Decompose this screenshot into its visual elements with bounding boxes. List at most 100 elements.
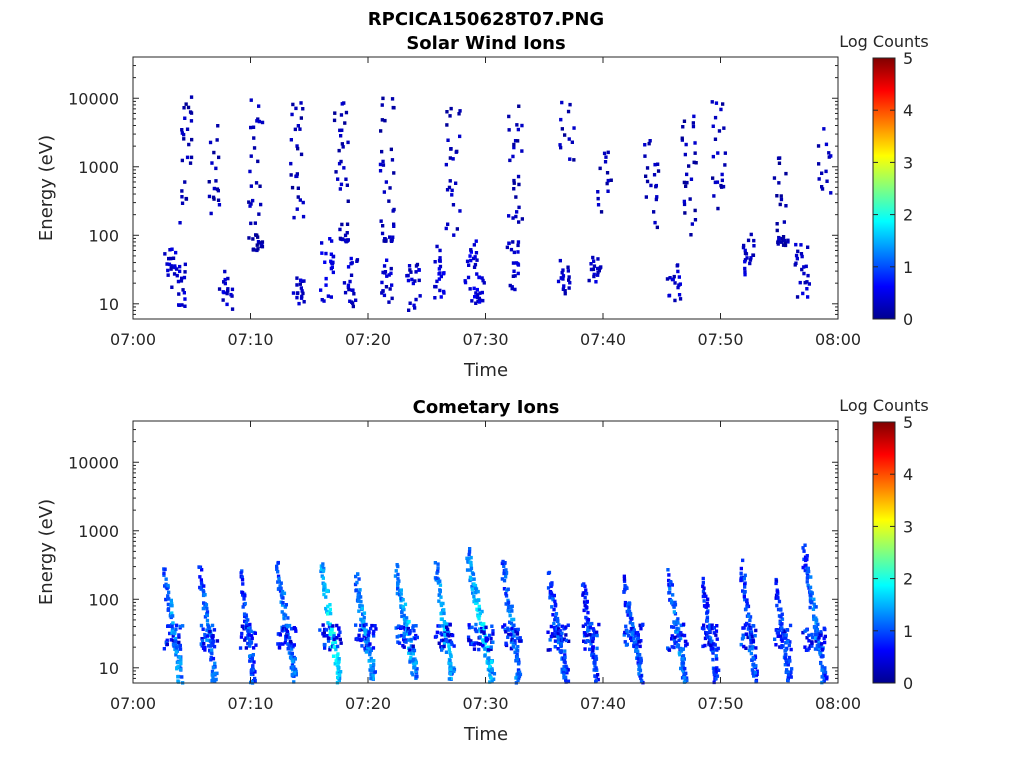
data-cell (276, 632, 280, 636)
data-cell (371, 673, 375, 678)
data-cell (329, 627, 334, 631)
colorbar-tick-label: 1 (903, 622, 913, 641)
data-cell (823, 673, 827, 678)
data-cell (475, 641, 479, 645)
colorbar-label: Log Counts (839, 32, 929, 51)
data-cell (720, 172, 724, 177)
data-cell (281, 642, 285, 646)
data-cell (319, 288, 323, 292)
data-cell (675, 626, 679, 631)
data-cell (324, 276, 328, 281)
data-cell (487, 656, 491, 660)
data-cell (692, 114, 696, 119)
data-cell (710, 639, 714, 644)
data-cell (441, 638, 446, 642)
data-cell (297, 301, 301, 306)
data-cell (635, 637, 640, 642)
data-cell (754, 646, 758, 650)
data-cell (745, 621, 749, 626)
data-cell (672, 610, 676, 614)
data-cell (502, 564, 506, 568)
data-cell (199, 581, 204, 585)
data-cell (749, 651, 753, 656)
data-cell (513, 627, 518, 632)
data-cell (199, 642, 203, 646)
data-cell (173, 264, 177, 268)
data-cell (502, 587, 507, 591)
data-cell (810, 600, 814, 604)
data-cell (439, 595, 443, 599)
data-cell (656, 162, 660, 166)
data-cell (298, 198, 302, 202)
data-cell (602, 151, 607, 156)
data-cell (326, 636, 331, 640)
data-cell (250, 636, 254, 641)
data-cell (782, 220, 786, 224)
data-cell (331, 270, 335, 275)
data-cell (300, 289, 304, 293)
data-cell (516, 174, 521, 179)
data-cell (672, 604, 676, 609)
data-cell (177, 303, 181, 307)
data-cell (173, 639, 177, 643)
data-cell (702, 594, 706, 598)
data-cell (210, 648, 214, 652)
data-cell (468, 254, 472, 258)
data-cell (222, 280, 226, 284)
data-cell (502, 571, 506, 576)
data-cell (807, 646, 811, 650)
data-cell (212, 197, 216, 201)
colorbar (872, 421, 896, 684)
data-cell (512, 181, 516, 185)
data-cell (299, 286, 303, 290)
data-cell (280, 603, 285, 607)
data-cell (441, 271, 446, 276)
data-cell (278, 633, 282, 637)
data-cell (439, 645, 443, 649)
data-cell (667, 573, 671, 577)
data-cell (409, 644, 413, 648)
data-cell (606, 189, 610, 193)
data-cell (557, 635, 561, 639)
data-cell (647, 141, 651, 146)
data-cell (693, 151, 697, 155)
data-cell (278, 589, 283, 593)
data-cell (322, 584, 326, 589)
data-cell (656, 169, 661, 173)
data-cell (342, 166, 346, 170)
data-cell (351, 304, 355, 309)
data-cell (202, 584, 206, 588)
data-cell (399, 588, 403, 592)
data-cell (800, 254, 804, 259)
data-cell (562, 284, 566, 288)
data-cell (472, 577, 476, 581)
data-cell (674, 640, 678, 645)
data-cell (673, 621, 677, 625)
data-cell (507, 241, 511, 246)
data-cell (290, 185, 295, 190)
data-cell (563, 653, 567, 657)
data-cell (785, 640, 790, 644)
data-cell (255, 243, 259, 247)
data-cell (750, 646, 754, 651)
data-cell (260, 240, 265, 244)
data-cell (443, 624, 447, 628)
data-cell (585, 621, 590, 625)
data-cell (189, 95, 194, 99)
data-cell (819, 652, 823, 656)
data-cell (592, 633, 597, 637)
data-cell (504, 568, 508, 572)
data-cell (586, 625, 590, 630)
data-cell (780, 622, 784, 626)
data-cell (622, 633, 626, 637)
data-cell (682, 180, 686, 185)
data-cell (411, 652, 415, 656)
data-cell (712, 672, 716, 677)
data-cell (284, 627, 288, 631)
data-cell (245, 625, 249, 630)
data-cell (596, 266, 600, 271)
data-cell (807, 639, 811, 643)
data-cell (180, 675, 184, 679)
data-cell (653, 220, 657, 225)
data-cell (333, 662, 337, 666)
